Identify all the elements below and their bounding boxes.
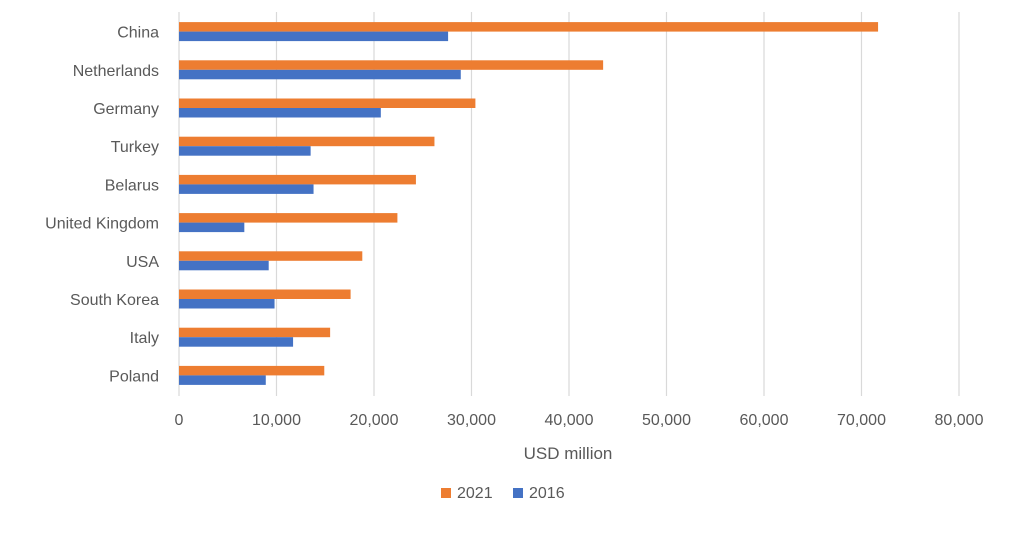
x-tick-label: 30,000 bbox=[447, 412, 496, 429]
category-label-netherlands: Netherlands bbox=[73, 63, 159, 80]
bar-2016-poland bbox=[179, 375, 266, 385]
legend-swatch-2021 bbox=[441, 488, 451, 498]
bar-2021-belarus bbox=[179, 174, 416, 185]
bar-2016-china bbox=[179, 31, 449, 42]
bar-2021-united-kingdom bbox=[179, 213, 398, 223]
x-tick-label: 10,000 bbox=[252, 412, 301, 429]
bar-2016-united-kingdom bbox=[179, 222, 245, 233]
bar-2021-usa bbox=[179, 251, 363, 261]
bars bbox=[179, 22, 879, 385]
category-labels: China Netherlands Germany Turkey Belarus Unit… bbox=[45, 25, 159, 386]
bar-2021-netherlands bbox=[179, 60, 604, 70]
x-tick-label: 40,000 bbox=[545, 412, 594, 429]
bar-2021-germany bbox=[179, 98, 476, 108]
bar-2016-germany bbox=[179, 108, 381, 118]
legend: 2021 2016 bbox=[441, 485, 565, 502]
x-axis-label: USD million bbox=[524, 444, 613, 463]
bar-2021-turkey bbox=[179, 136, 435, 147]
x-tick-label: 0 bbox=[175, 412, 184, 429]
category-label-poland: Poland bbox=[109, 368, 159, 385]
legend-label-2021: 2021 bbox=[457, 485, 493, 502]
category-label-usa: USA bbox=[126, 254, 159, 271]
x-tick-label: 20,000 bbox=[350, 412, 399, 429]
x-tick-label: 50,000 bbox=[642, 412, 691, 429]
x-tick-label: 60,000 bbox=[740, 412, 789, 429]
bar-2016-italy bbox=[179, 337, 294, 347]
legend-label-2016: 2016 bbox=[529, 485, 565, 502]
bar-2016-turkey bbox=[179, 146, 311, 156]
category-label-china: China bbox=[117, 25, 159, 42]
category-label-italy: Italy bbox=[130, 330, 159, 347]
legend-swatch-2016 bbox=[513, 488, 523, 498]
bar-2021-south-korea bbox=[179, 289, 351, 299]
x-tick-label: 70,000 bbox=[837, 412, 886, 429]
bar-2016-south-korea bbox=[179, 299, 275, 309]
x-tick-labels: 0 10,000 20,000 30,000 40,000 50,000 60,000 70,… bbox=[175, 412, 984, 429]
bar-2016-usa bbox=[179, 260, 269, 271]
category-label-united-kingdom: United Kingdom bbox=[45, 216, 159, 233]
bar-2021-poland bbox=[179, 365, 325, 376]
bar-2016-netherlands bbox=[179, 69, 461, 80]
category-label-turkey: Turkey bbox=[111, 139, 159, 156]
bar-2021-italy bbox=[179, 327, 331, 338]
bar-2016-belarus bbox=[179, 184, 314, 194]
category-label-belarus: Belarus bbox=[105, 177, 159, 194]
bar-2021-china bbox=[179, 22, 879, 32]
x-tick-label: 80,000 bbox=[935, 412, 984, 429]
category-label-south-korea: South Korea bbox=[70, 292, 159, 309]
category-label-germany: Germany bbox=[93, 101, 159, 118]
